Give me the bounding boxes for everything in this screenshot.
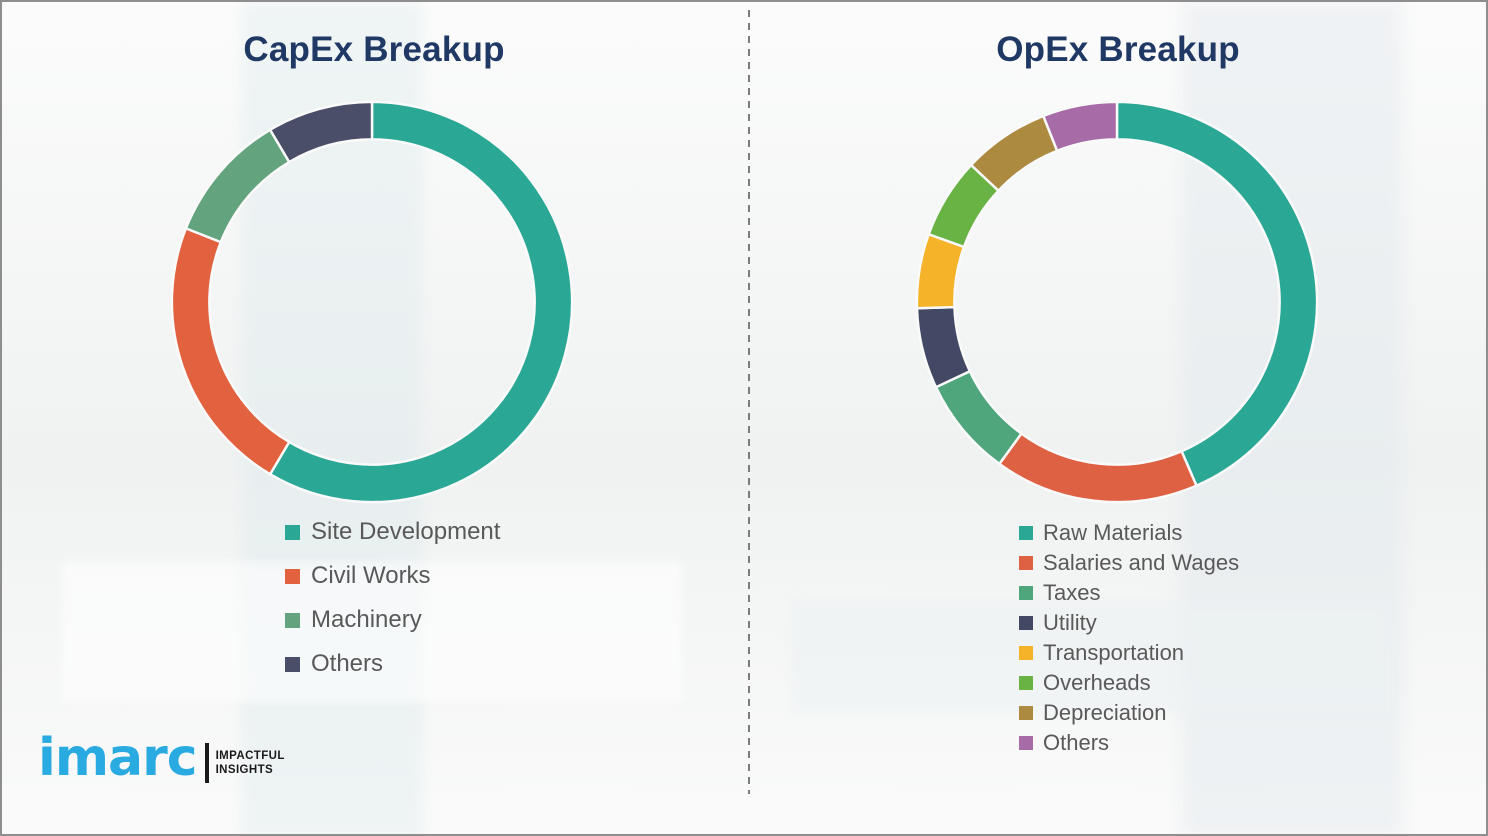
legend-label: Taxes	[1043, 580, 1101, 605]
legend-item: Taxes	[1019, 578, 1239, 608]
donut-segment-utility	[915, 305, 972, 389]
legend-swatch	[1019, 736, 1033, 750]
legend-swatch	[285, 656, 300, 672]
legend-swatch	[285, 568, 300, 584]
legend-swatch	[1019, 616, 1033, 630]
legend-item: Machinery	[285, 598, 500, 642]
capex-title: CapEx Breakup	[243, 30, 505, 69]
capex-donut-chart	[170, 100, 574, 504]
opex-donut-chart	[915, 100, 1319, 504]
opex-title: OpEx Breakup	[996, 30, 1240, 69]
legend-label: Depreciation	[1043, 700, 1167, 725]
legend-label: Civil Works	[311, 562, 431, 589]
logo-tagline-line2: INSIGHTS	[215, 764, 274, 776]
donut-segment-site-development	[268, 100, 574, 504]
legend-label: Salaries and Wages	[1043, 550, 1240, 575]
donut-segment-civil-works	[170, 226, 291, 476]
legend-swatch	[285, 524, 300, 540]
legend-label: Machinery	[311, 606, 422, 633]
donut-segment-taxes	[934, 369, 1024, 466]
opex-legend: Raw Materials Salaries and Wages Taxes U…	[1019, 518, 1239, 758]
donut-segment-machinery	[184, 128, 291, 244]
legend-item: Utility	[1019, 608, 1239, 638]
legend-swatch	[1019, 526, 1033, 540]
logo-divider-bar	[204, 743, 209, 783]
legend-label: Utility	[1043, 610, 1097, 635]
legend-item: Others	[1019, 728, 1239, 758]
legend-item: Site Development	[285, 510, 500, 554]
legend-label: Site Development	[311, 518, 501, 545]
legend-swatch	[1019, 586, 1033, 600]
legend-item: Transportation	[1019, 638, 1239, 668]
legend-label: Overheads	[1043, 670, 1151, 695]
legend-swatch	[1019, 556, 1033, 570]
panel-divider	[748, 10, 750, 794]
legend-swatch	[1019, 676, 1033, 690]
donut-segment-raw-materials	[1115, 100, 1319, 488]
legend-item: Depreciation	[1019, 698, 1239, 728]
logo-tagline: IMPACTFUL INSIGHTS	[216, 749, 285, 778]
legend-item: Others	[285, 642, 500, 686]
legend-item: Overheads	[1019, 668, 1239, 698]
legend-swatch	[285, 612, 300, 628]
legend-label: Transportation	[1043, 640, 1185, 665]
legend-label: Others	[1043, 730, 1110, 755]
logo-tagline-line1: IMPACTFUL	[215, 749, 285, 762]
capex-legend: Site Development Civil Works Machinery O…	[285, 510, 500, 686]
imarc-logo: imarc IMPACTFUL INSIGHTS	[38, 732, 285, 784]
legend-label: Others	[311, 650, 384, 677]
legend-item: Raw Materials	[1019, 518, 1239, 548]
imarc-brand-text: imarc	[38, 728, 198, 788]
donut-segment-others	[268, 100, 374, 164]
opex-panel: OpEx Breakup Raw Materials Salaries and …	[746, 2, 1486, 834]
legend-label: Raw Materials	[1043, 520, 1183, 545]
donut-segment-others	[1041, 100, 1119, 153]
legend-item: Civil Works	[285, 554, 500, 598]
legend-swatch	[1019, 706, 1033, 720]
legend-swatch	[1019, 646, 1033, 660]
capex-panel: CapEx Breakup Site Development Civil Wor…	[2, 2, 746, 834]
legend-item: Salaries and Wages	[1019, 548, 1239, 578]
donut-segment-salaries-and-wages	[997, 431, 1199, 504]
